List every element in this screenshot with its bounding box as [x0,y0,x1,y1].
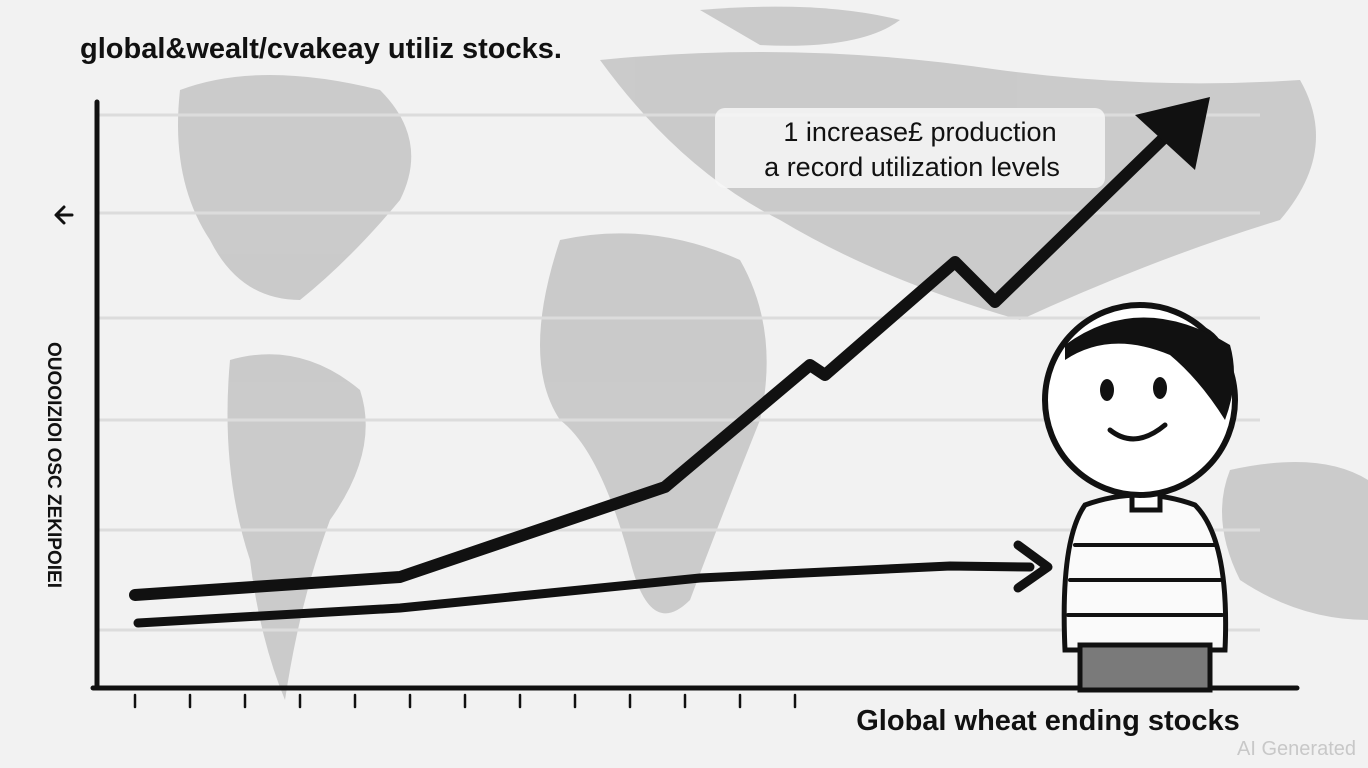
upper-line [129,126,1176,601]
x-axis-label: Global wheat ending stocks [856,705,1240,737]
lower-arrowhead [1013,540,1053,593]
title: global&wealt/cvakeay utiliz stocks. [80,33,562,65]
annotation-line: a record utilization levels [764,152,1060,182]
character [1042,302,1238,693]
annotation-line: 1 increase£ production [783,117,1056,147]
upper-arrowhead [1135,97,1210,170]
watermark: AI Generated [1237,738,1356,760]
lower-line [133,561,1035,628]
annotation-box [715,108,1105,188]
y-axis-label: OUOOIZIOI OSC ZEKIPOIEI [43,342,64,588]
trend-lines [129,97,1210,628]
